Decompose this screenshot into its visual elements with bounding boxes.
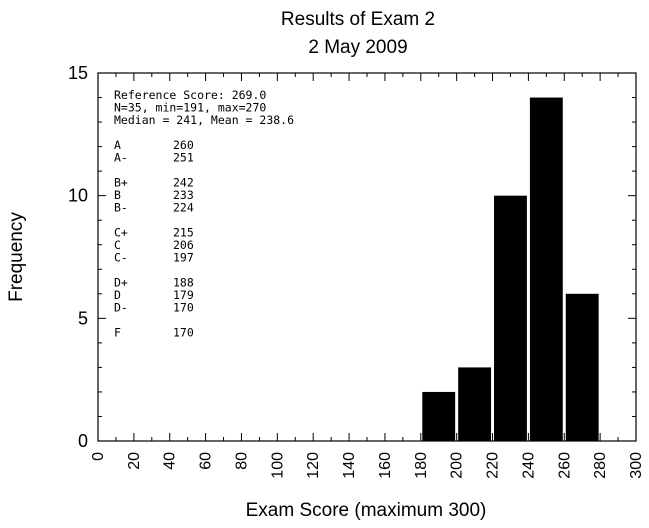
x-tick-label: 280 — [592, 452, 609, 479]
grade-cutoff: 188 — [173, 276, 194, 290]
stats-line: Reference Score: 269.0 — [114, 88, 266, 102]
x-tick-label: 80 — [233, 452, 250, 470]
grade-label: B- — [114, 201, 128, 215]
grade-cutoff: 260 — [173, 138, 194, 152]
x-tick-label: 240 — [520, 452, 537, 479]
x-tick-label: 100 — [269, 452, 286, 479]
grade-label: A — [114, 138, 121, 152]
grade-label: D- — [114, 301, 128, 315]
grade-cutoff: 242 — [173, 176, 194, 190]
x-tick-label: 20 — [126, 452, 143, 470]
grade-cutoff: 179 — [173, 288, 194, 302]
stats-annotation: Reference Score: 269.0N=35, min=191, max… — [114, 88, 294, 340]
bar-200 — [458, 367, 492, 441]
x-tick-label: 120 — [305, 452, 322, 479]
grade-label: A- — [114, 151, 128, 165]
x-tick-label: 180 — [413, 452, 430, 479]
x-ticks-group: 0 20 40 60 80 100 120 140 160 180 200 220 240 260 280 3… — [90, 73, 645, 479]
bar-260 — [565, 293, 599, 441]
x-tick-label: 160 — [377, 452, 394, 479]
x-tick-label: 220 — [485, 452, 502, 479]
grade-cutoff: 170 — [173, 301, 194, 315]
bars-group — [422, 97, 599, 442]
x-tick-label: 0 — [90, 452, 107, 461]
grade-label: D+ — [114, 276, 128, 290]
y-tick-label: 10 — [68, 186, 88, 206]
chart-title-line-2: 2 May 2009 — [308, 37, 407, 58]
stats-line: Median = 241, Mean = 238.6 — [114, 113, 294, 127]
x-tick-label: 40 — [162, 452, 179, 470]
grade-cutoff: 170 — [173, 326, 194, 340]
grade-label: B+ — [114, 176, 128, 190]
bar-220 — [494, 195, 527, 441]
x-tick-label: 300 — [628, 452, 645, 479]
x-axis-label: Exam Score (maximum 300) — [246, 500, 487, 521]
grade-label: F — [114, 326, 121, 340]
x-tick-label: 140 — [341, 452, 358, 479]
grade-label: D — [114, 288, 121, 302]
grade-label: B — [114, 188, 121, 202]
y-tick-label: 5 — [78, 308, 88, 328]
x-tick-label: 260 — [556, 452, 573, 479]
x-tick-label: 60 — [198, 452, 215, 470]
bar-180 — [422, 391, 456, 441]
grade-cutoff: 233 — [173, 188, 194, 202]
grade-cutoff: 206 — [173, 238, 194, 252]
y-axis-label: Frequency — [6, 212, 27, 302]
grade-cutoff: 197 — [173, 251, 194, 265]
x-tick-label: 200 — [449, 452, 466, 479]
grade-cutoff: 251 — [173, 151, 194, 165]
bar-240 — [529, 97, 563, 442]
y-ticks-group: 0 5 10 15 — [68, 63, 636, 451]
y-tick-label: 0 — [78, 431, 88, 451]
grade-label: C- — [114, 251, 128, 265]
y-tick-label: 15 — [68, 63, 88, 83]
stats-line: N=35, min=191, max=270 — [114, 101, 266, 115]
grade-cutoff: 215 — [173, 226, 194, 240]
grade-label: C — [114, 238, 121, 252]
grade-cutoff: 224 — [173, 201, 194, 215]
grade-label: C+ — [114, 226, 128, 240]
chart-title-line-1: Results of Exam 2 — [281, 9, 435, 30]
